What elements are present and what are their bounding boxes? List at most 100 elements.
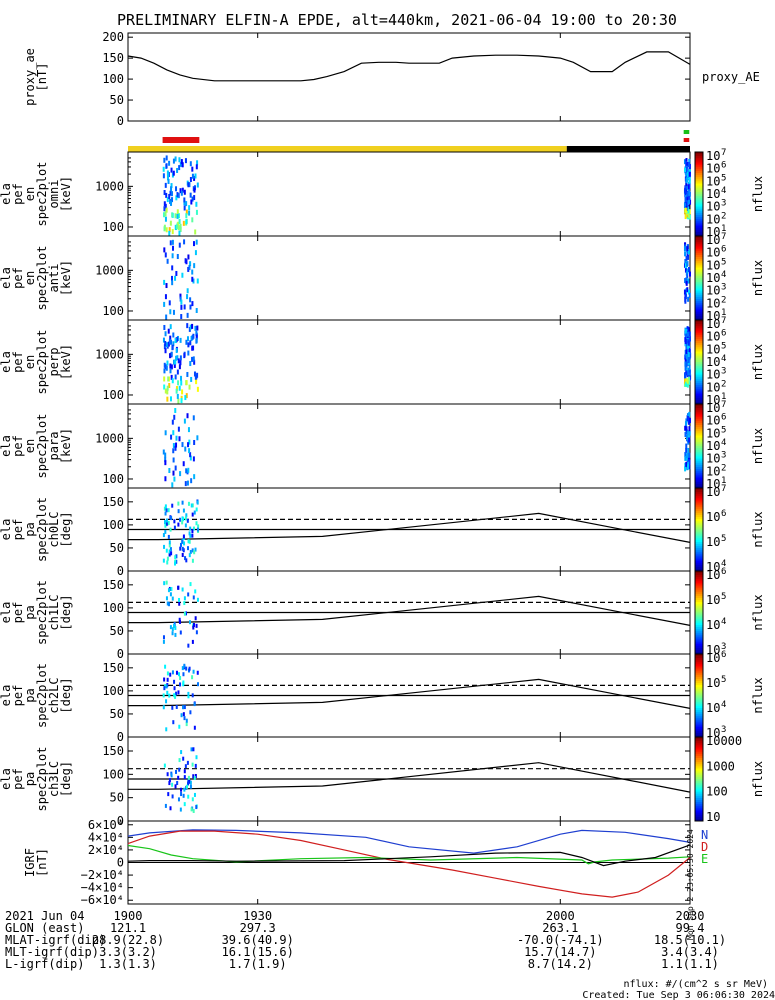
ylabel-line: en: [23, 355, 37, 369]
colorbar-segment: [695, 629, 703, 632]
pa-pixel: [175, 559, 178, 564]
pa-pixel: [163, 506, 166, 511]
pa-pixel: [177, 690, 180, 695]
spectrogram-pixel: [169, 353, 172, 359]
colorbar-segment: [695, 221, 703, 224]
spectrogram-pixel: [684, 425, 687, 431]
spectrogram-pixel: [184, 446, 187, 452]
spectrogram-pixel: [179, 296, 182, 302]
spectrogram-pixel: [184, 395, 187, 401]
spectrogram-pixel: [186, 371, 189, 377]
spectrogram-pixel: [686, 162, 689, 168]
pa-pixel: [187, 794, 190, 799]
colorbar-segment: [695, 393, 703, 397]
spectrogram-pixel: [191, 356, 194, 362]
colorbar-segment: [695, 397, 703, 401]
colorbar-label: 100: [706, 785, 728, 799]
spectrogram-pixel: [164, 460, 167, 466]
spectrogram-pixel: [180, 299, 183, 305]
pa-pixel: [162, 533, 165, 538]
ytick-label: 2×10⁴: [88, 843, 124, 857]
colorbar-segment: [695, 425, 703, 428]
colorbar-segment: [695, 315, 703, 319]
spectrogram-pixel: [172, 457, 175, 463]
pa-pixel: [183, 596, 186, 601]
pa-pixel: [195, 623, 198, 628]
spectrogram-pixel: [168, 230, 171, 236]
ylabel-line: pef: [11, 435, 25, 457]
spectrogram-pixel: [687, 370, 690, 376]
spectrogram-pixel: [163, 324, 166, 330]
pa-pixel: [181, 539, 184, 544]
colorbar-segment: [695, 368, 703, 371]
colorbar-segment: [695, 523, 703, 526]
ephem-value: 39.6(40.9): [222, 933, 294, 947]
pa-pixel: [188, 553, 191, 558]
pa-pixel: [190, 807, 193, 812]
spectrogram-pixel: [164, 203, 167, 209]
spectrogram-pixel: [174, 213, 177, 219]
ylabel-line: [keV]: [59, 260, 73, 296]
spectrogram-pixel: [187, 266, 190, 272]
colorbar-segment: [695, 414, 703, 418]
spectrogram-pixel: [177, 225, 180, 231]
colorbar-segment: [695, 678, 703, 682]
spectrogram-pixel: [168, 227, 171, 233]
igrf-E: [127, 844, 691, 865]
ylabel-line: [keV]: [59, 428, 73, 464]
ylabel-line: pef: [11, 602, 25, 624]
ytick-label: 0: [117, 814, 124, 828]
spectrogram-pixel: [685, 453, 688, 459]
spectrogram-pixel: [689, 199, 692, 205]
ylabel-line: proxy_ae: [23, 48, 37, 106]
mode-bar-red: [162, 137, 200, 143]
pa-pixel: [194, 763, 197, 768]
colorbar-label: 10: [706, 225, 720, 239]
colorbar-segment: [695, 261, 703, 264]
pa-pixel: [181, 520, 184, 525]
colorbar-segment: [695, 546, 703, 549]
colorbar-segment: [695, 768, 703, 772]
colorbar-segment: [695, 722, 703, 726]
colorbar-segment: [695, 296, 703, 300]
spectrogram-pixel: [181, 187, 184, 193]
pa-pixel: [182, 517, 185, 522]
panel-proxy_ae: 0 50 100 150 200 proxy_ae[nT] proxy_AE: [23, 30, 760, 128]
panel-ch3LC: 0 50 100 150 elapefpaspec2plotch3LC[deg] 10 10…: [0, 734, 765, 828]
colorbar-segment: [695, 290, 703, 294]
spectrogram-pixel: [170, 183, 173, 189]
spectrogram-pixel: [684, 197, 687, 203]
pa-pixel: [194, 589, 197, 594]
spectrogram-pixel: [685, 362, 688, 368]
ylabel-line: ch1LC: [47, 594, 61, 630]
ylabel-line: ela: [0, 768, 13, 790]
spectrogram-pixel: [171, 280, 174, 286]
colorbar-segment: [695, 627, 703, 630]
colorbar-segment: [695, 618, 703, 622]
pa-pixel: [171, 627, 174, 632]
colorbar-segment: [695, 488, 703, 491]
spectrogram-pixel: [684, 378, 687, 384]
colorbar-segment: [695, 271, 703, 275]
pa-pixel: [187, 778, 190, 783]
spectrogram-pixel: [686, 168, 689, 174]
spectrogram-pixel: [685, 173, 688, 179]
spectrogram-pixel: [189, 161, 192, 167]
colorbar-segment: [695, 389, 703, 392]
pa-pixel: [185, 558, 188, 563]
ytick-label: 50: [110, 707, 124, 721]
spectrogram-pixel: [193, 263, 196, 269]
ephem-value: -70.0(-74.1): [517, 933, 604, 947]
colorbar-segment: [695, 496, 703, 499]
colorbar-segment: [695, 699, 703, 703]
spectrogram-pixel: [193, 195, 196, 201]
pa-pixel: [178, 767, 181, 772]
spectrogram-pixel: [688, 331, 691, 337]
pa-pixel: [187, 546, 190, 551]
spectrogram-pixel: [171, 229, 174, 235]
spectrogram-pixel: [195, 201, 198, 207]
colorbar-exponent: 7: [721, 316, 726, 326]
spectrogram-pixel: [176, 209, 179, 215]
spectrogram-pixel: [688, 365, 691, 371]
